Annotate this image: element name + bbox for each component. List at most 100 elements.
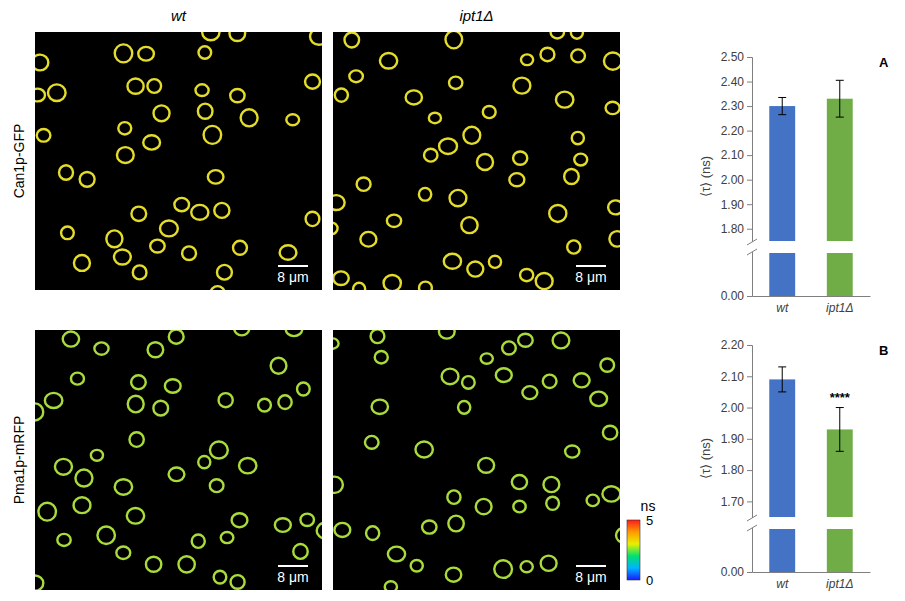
cell — [74, 255, 90, 271]
error-bar-cap — [836, 80, 844, 81]
cell — [335, 88, 348, 101]
cell — [293, 544, 307, 559]
y-tick-mark — [747, 131, 752, 132]
y-tick: 2.00 — [721, 401, 752, 415]
y-tick-label: 0.00 — [721, 289, 745, 303]
cell — [221, 532, 234, 543]
cell — [481, 353, 493, 363]
cell — [138, 47, 154, 61]
error-bar — [839, 80, 840, 117]
cell — [609, 231, 620, 246]
y-tick: 1.80 — [721, 222, 752, 236]
cell — [446, 568, 461, 582]
cell — [429, 113, 441, 124]
cell — [467, 262, 483, 277]
cell — [476, 499, 492, 514]
plot-area — [753, 367, 870, 572]
cell — [333, 477, 343, 493]
cell — [146, 557, 161, 572]
cell — [191, 205, 208, 220]
cell — [385, 581, 397, 590]
cell — [118, 122, 131, 134]
cell — [587, 495, 599, 506]
cell — [169, 468, 185, 482]
y-tick-label: 2.30 — [721, 99, 745, 113]
cell — [75, 470, 92, 487]
y-tick-mark — [747, 345, 752, 346]
cell — [553, 333, 570, 349]
cell — [603, 426, 617, 440]
cell — [360, 232, 376, 247]
cell — [278, 395, 291, 409]
cell — [411, 560, 423, 571]
cell — [483, 106, 496, 118]
cell — [513, 78, 530, 94]
cell — [310, 32, 322, 45]
cell — [439, 139, 457, 154]
y-tick: 0.00 — [721, 289, 752, 303]
cell — [489, 256, 501, 268]
cell — [131, 207, 146, 221]
y-tick-label: 0.00 — [721, 565, 745, 579]
image-panel — [333, 32, 620, 290]
bar — [827, 99, 853, 296]
x-axis-line — [753, 296, 871, 297]
cell — [442, 369, 459, 385]
bar — [769, 106, 795, 296]
axis-break-mark — [747, 239, 757, 245]
cell — [513, 151, 527, 164]
cell — [521, 561, 533, 572]
colorbar-title: ns — [641, 498, 656, 514]
cell — [317, 523, 322, 539]
cell — [419, 282, 432, 290]
column-title: wt — [171, 7, 187, 24]
cell — [286, 114, 299, 125]
y-axis-title: ⟨τ⟩ (ns) — [698, 438, 713, 479]
y-tick-mark — [747, 82, 752, 83]
cell — [214, 203, 229, 218]
cell — [564, 169, 579, 184]
cell — [349, 70, 363, 82]
image-background — [35, 330, 322, 590]
cell — [55, 459, 72, 475]
colorbar-tick-label: 5 — [646, 513, 653, 528]
y-tick-label: 1.90 — [721, 432, 745, 446]
y-tick-mark — [747, 155, 752, 156]
axis-break-band — [753, 241, 870, 253]
cell — [345, 32, 360, 47]
x-axis: wtipt1Δ — [753, 296, 871, 315]
cell — [258, 399, 271, 412]
cell — [375, 351, 388, 363]
cell — [204, 126, 222, 144]
cell — [48, 84, 66, 101]
cell — [306, 212, 320, 226]
cell — [380, 53, 397, 69]
y-tick-mark — [747, 204, 752, 205]
cell — [128, 396, 144, 413]
cell — [241, 109, 258, 126]
cell — [195, 84, 208, 96]
cell — [463, 127, 480, 144]
cell — [521, 54, 533, 65]
cell — [147, 79, 161, 93]
axis-break-mark — [747, 515, 757, 521]
y-tick-label: 1.80 — [721, 463, 745, 477]
cell — [148, 342, 164, 357]
y-tick: 1.90 — [721, 198, 752, 212]
cell — [372, 400, 388, 414]
cell — [127, 79, 143, 94]
y-tick: 0.00 — [721, 565, 752, 579]
cell — [202, 32, 219, 40]
error-bar-cap — [778, 391, 786, 392]
cell — [574, 154, 587, 166]
cell — [198, 46, 211, 59]
cell — [571, 49, 585, 62]
cell — [388, 547, 405, 562]
cell — [229, 32, 245, 41]
y-axis: 0.001.701.801.902.002.102.20 — [721, 338, 753, 579]
cell — [115, 479, 132, 494]
x-tick: wt — [776, 296, 789, 315]
cell — [604, 52, 620, 69]
x-tick: ipt1Δ — [826, 572, 853, 591]
cell — [59, 165, 73, 180]
